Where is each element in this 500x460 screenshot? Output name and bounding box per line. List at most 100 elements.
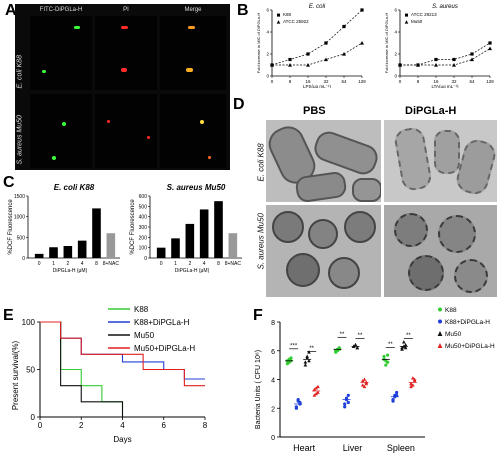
data-point (346, 400, 350, 405)
panel-a-col-title-fitc: FITC-DiPGLa-H (39, 7, 83, 13)
data-point (355, 345, 360, 350)
merged-cell (200, 120, 204, 124)
data-point (403, 343, 408, 347)
panel-label-f: F (253, 307, 263, 324)
x-tick-label: 0 (399, 79, 402, 84)
panel-a-micrograph-ecoli-fitc (30, 16, 92, 90)
x-tick-label: 4 (81, 261, 84, 267)
x-tick-label: 8 (95, 261, 98, 267)
legend-label: Mu50 (134, 331, 155, 340)
y-tick-label: 0 (22, 256, 25, 262)
significance-label: ** (340, 332, 345, 338)
legend-label: K88 (134, 305, 149, 314)
y-tick-label: 6 (271, 349, 275, 356)
merged-cell (188, 26, 195, 29)
x-tick-label: 2 (66, 261, 69, 267)
panel-d-tem-ecoli-pbs (266, 120, 381, 202)
x-tick-label: 4 (120, 421, 125, 430)
bar (106, 233, 116, 258)
merged-cell (208, 156, 211, 159)
y-tick-label: 4 (266, 30, 269, 35)
panel-d-tem-saureus-dipgla (384, 205, 497, 297)
x-tick-label: 0 (38, 261, 41, 267)
x-tick-label: Spleen (387, 443, 415, 453)
data-point (488, 41, 492, 45)
panel-a-col-title-merge: Merge (184, 7, 202, 13)
data-point (303, 363, 308, 367)
data-point (398, 63, 402, 67)
red-cell (121, 68, 127, 72)
tem-bacterium (352, 178, 381, 202)
y-tick-label: 2 (394, 52, 397, 57)
legend-marker (277, 13, 280, 17)
x-tick-label: 16 (433, 79, 439, 84)
x-tick-label: 8 (203, 421, 208, 430)
x-tick-label: 128 (358, 79, 366, 84)
y-tick-label: 4 (271, 378, 275, 385)
y-axis-label: Fold increase in MIC of DiPGLa-H (384, 13, 389, 74)
y-axis-label: %DCF Fluorescence (130, 199, 136, 255)
x-tick-label: 8 (417, 79, 420, 84)
y-tick-label: 6 (394, 8, 397, 13)
data-point (270, 63, 274, 67)
data-point (434, 63, 438, 67)
y-tick-label: 300 (139, 225, 148, 231)
bar (92, 208, 101, 258)
data-point (312, 393, 317, 397)
x-tick-label: 1 (174, 261, 177, 267)
y-axis-label: Fold increase in MIC of DiPGLa-H (256, 13, 261, 74)
y-tick-label: 100 (22, 318, 36, 327)
y-tick-label: 500 (139, 204, 148, 210)
data-point (298, 400, 302, 405)
data-point (400, 347, 404, 351)
x-tick-label: 8+NAC (225, 261, 242, 267)
significance-label: *** (290, 343, 298, 349)
red-cell (107, 120, 110, 123)
legend-marker (405, 13, 408, 17)
green-cell (62, 122, 66, 126)
x-tick-label: 2 (188, 261, 191, 267)
x-tick-label: 128 (486, 79, 494, 84)
y-axis-label: Bacteria Units ( CFU 10⁶) (255, 350, 262, 429)
y-tick-label: 6 (266, 8, 269, 13)
data-point (343, 402, 347, 406)
panel-e-chart: 0 2 4 6 8 0 50 100 Days Present survival(%) K88 K88… (11, 305, 208, 444)
x-tick-label: 2 (79, 421, 84, 430)
series-line (271, 9, 363, 66)
data-point (294, 406, 298, 410)
data-point (360, 383, 365, 387)
panel-a-row-label-ecoli: E. coli K88 (16, 55, 24, 89)
data-point (434, 57, 438, 62)
tem-coccus (328, 257, 360, 289)
significance-label: ** (358, 333, 363, 339)
y-tick-label: 0 (31, 413, 36, 422)
x-tick-label: 0 (38, 421, 43, 430)
data-point (288, 63, 292, 67)
y-tick-label: 50 (26, 366, 35, 375)
x-tick-label: 32 (451, 79, 457, 84)
data-point (452, 63, 456, 67)
y-tick-label: 8 (271, 320, 275, 327)
y-tick-label: 0 (266, 74, 269, 79)
y-axis-label: Present survival(%) (11, 340, 20, 410)
x-tick-label: 16 (305, 79, 311, 84)
red-cell (121, 26, 128, 29)
legend-label: K88+DiPGLa-H (134, 318, 190, 327)
panel-a-row-label-saureus: S. aureus Mu50 (16, 115, 24, 165)
legend-marker (276, 20, 281, 24)
x-axis-label: DiPGLa-H (μM) (175, 268, 210, 274)
panel-d-row-label-saureus: S. aureus Mu50 (256, 213, 266, 270)
tem-bacterium (434, 130, 460, 174)
series-line (400, 48, 491, 66)
data-point (411, 376, 415, 380)
data-point (306, 63, 310, 67)
panel-label-c: C (3, 174, 15, 191)
tem-coccus (308, 219, 338, 249)
legend-label: K88+DiPGLa-H (445, 319, 490, 326)
data-point (314, 386, 318, 390)
legend-label: Mu50+DiPGLa-H (445, 343, 495, 350)
chart-title: E. coli K88 (54, 183, 95, 192)
data-point (382, 354, 386, 359)
